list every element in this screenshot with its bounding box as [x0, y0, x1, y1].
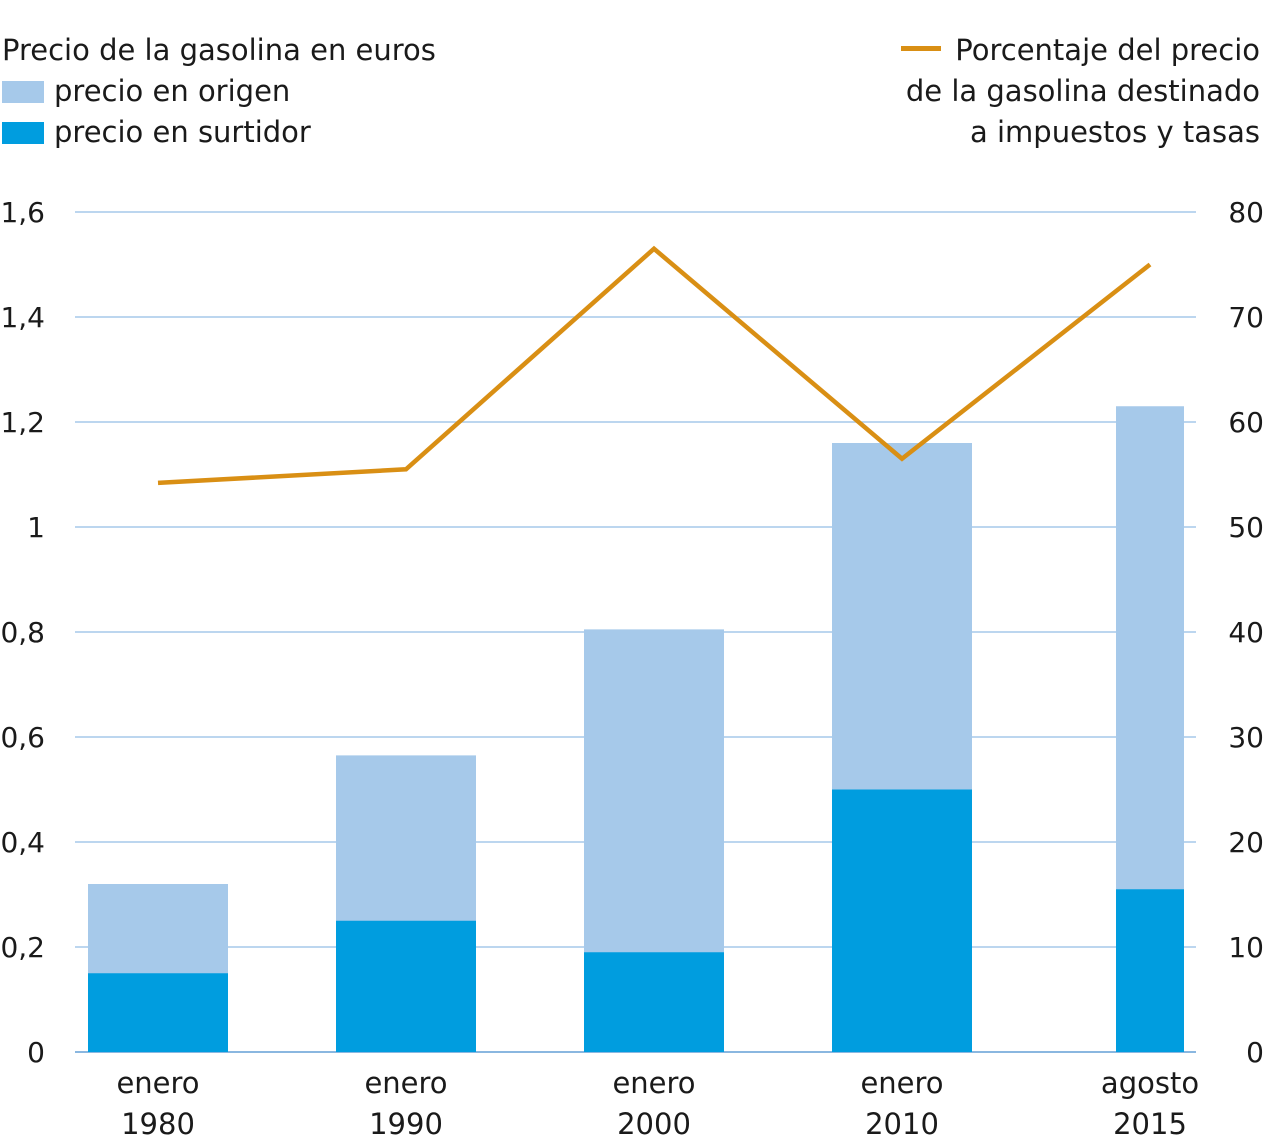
x-tick-label: 2010: [865, 1107, 939, 1141]
y-left-tick-label: 0,8: [0, 616, 45, 649]
legend-swatch-surtidor: [2, 121, 44, 144]
y-right-tick-label: 30: [1228, 721, 1264, 754]
x-tick-label: enero: [612, 1066, 695, 1100]
bar-surtidor: [1116, 889, 1184, 1052]
x-tick-label: enero: [364, 1066, 447, 1100]
x-tick-label: enero: [116, 1066, 199, 1100]
y-right-tick-label: 50: [1228, 511, 1264, 544]
x-tick-label: 1990: [369, 1107, 443, 1141]
y-right-tick-label: 0: [1246, 1036, 1264, 1069]
legend-line-label-1: Porcentaje del precio: [901, 30, 1260, 71]
tax-percentage-line: [157, 245, 1152, 486]
y-left-tick-label: 0: [27, 1036, 45, 1069]
y-left-tick-label: 0,2: [0, 931, 45, 964]
y-left-tick-label: 1,6: [0, 196, 45, 229]
bar-surtidor: [584, 952, 724, 1052]
y-left-tick-label: 0,6: [0, 721, 45, 754]
x-tick-label: 1980: [121, 1107, 195, 1141]
legend-line-label-2: de la gasolina destinado: [905, 74, 1260, 108]
legend-right: Porcentaje del precio de la gasolina des…: [901, 30, 1260, 153]
legend-line-label-3: a impuestos y tasas: [970, 115, 1260, 149]
y-left-tick-label: 1: [27, 511, 45, 544]
y-left-tick-label: 1,4: [0, 301, 45, 334]
y-left-tick-label: 0,4: [0, 826, 45, 859]
x-tick-label: 2015: [1113, 1107, 1187, 1141]
y-right-tick-label: 60: [1228, 406, 1264, 439]
legend-line-swatch: [901, 45, 942, 51]
y-right-tick-label: 70: [1228, 301, 1264, 334]
x-tick-label: enero: [860, 1066, 943, 1100]
legend-item-origen: precio en origen: [2, 71, 436, 112]
legend-title: Precio de la gasolina en euros: [2, 33, 436, 67]
legend-left: Precio de la gasolina en euros precio en…: [2, 30, 436, 153]
bar-surtidor: [832, 789, 972, 1052]
y-right-tick-label: 40: [1228, 616, 1264, 649]
legend-swatch-origen: [2, 80, 44, 103]
bar-surtidor: [88, 973, 228, 1052]
x-tick-label: 2000: [617, 1107, 691, 1141]
x-tick-label: agosto: [1101, 1066, 1199, 1100]
legend-item-surtidor: precio en surtidor: [2, 112, 436, 153]
bar-surtidor: [336, 920, 476, 1052]
y-right-tick-label: 10: [1228, 931, 1264, 964]
y-right-tick-label: 80: [1228, 196, 1264, 229]
y-left-tick-label: 1,2: [0, 406, 45, 439]
y-right-tick-label: 20: [1228, 826, 1264, 859]
